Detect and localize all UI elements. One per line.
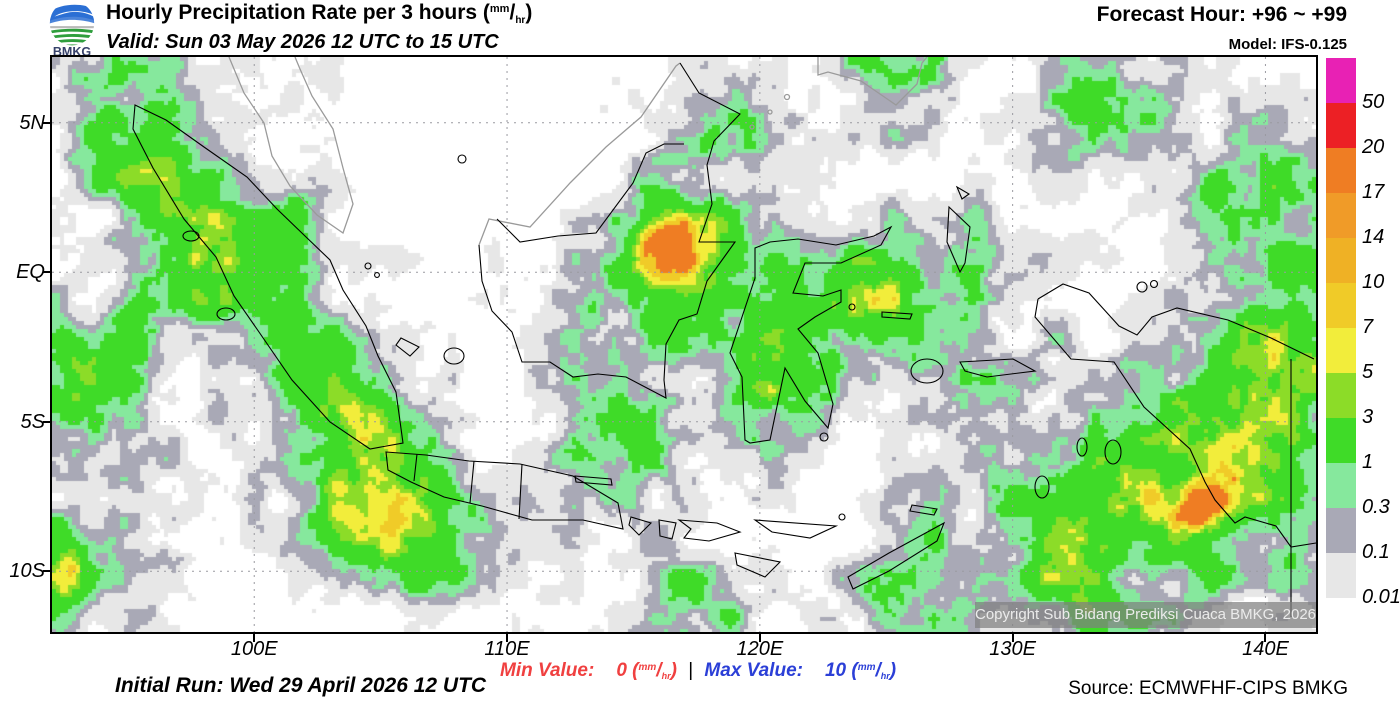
x-axis-label: 110E — [484, 638, 530, 660]
minmax-separator: | — [688, 660, 694, 681]
precipitation-map: Copyright Sub Bidang Prediksi Cuaca BMKG… — [50, 55, 1318, 634]
y-axis-tick — [43, 271, 51, 274]
colorbar-swatch — [1326, 58, 1356, 103]
graticule-gridlines — [52, 57, 1316, 632]
bmkg-logo-text: BMKG — [53, 45, 91, 57]
colorbar-swatch — [1326, 418, 1356, 463]
y-axis-label: 10S — [9, 560, 45, 583]
colorbar-swatch — [1326, 373, 1356, 418]
colorbar-label: 0.1 — [1362, 541, 1390, 563]
max-value: Max Value: 10 (mm/hr) — [704, 660, 897, 681]
page-title: Hourly Precipitation Rate per 3 hours (m… — [106, 1, 533, 26]
initial-run-label: Initial Run: Wed 29 April 2026 12 UTC — [115, 674, 487, 697]
colorbar-label: 0.3 — [1362, 496, 1390, 518]
x-axis-label: 100E — [230, 638, 278, 660]
x-axis-label: 130E — [989, 638, 1036, 660]
coastlines — [132, 62, 1316, 617]
x-axis-tick — [758, 634, 761, 642]
x-axis-tick — [1011, 634, 1014, 642]
y-axis-tick — [43, 420, 51, 423]
bmkg-logo: BMKG — [49, 1, 95, 57]
min-value: Min Value: 0 (mm/hr) — [500, 660, 677, 681]
colorbar-label: 10 — [1362, 271, 1385, 293]
y-axis-label: EQ — [16, 261, 45, 284]
y-axis-label: 5S — [20, 410, 45, 433]
minmax-values: Min Value: 0 (mm/hr) | Max Value: 10 (mm/h… — [500, 660, 896, 682]
y-axis-tick — [43, 570, 51, 573]
model-label: Model: IFS-0.125 — [1228, 36, 1347, 53]
forecast-hour-label: Forecast Hour: +96 ~ +99 — [1096, 3, 1347, 26]
colorbar-swatch — [1326, 508, 1356, 553]
colorbar-swatch — [1326, 103, 1356, 148]
colorbar-label: 3 — [1362, 406, 1374, 428]
map-overlay — [52, 57, 1316, 632]
bmkg-logo-globe — [49, 1, 95, 46]
x-axis-tick — [253, 634, 256, 642]
copyright-bar: Copyright Sub Bidang Prediksi Cuaca BMKG… — [975, 602, 1316, 628]
precipitation-raster — [52, 57, 1316, 632]
colorbar-swatch — [1326, 553, 1356, 598]
x-axis-tick — [1264, 634, 1267, 642]
colorbar-label: 0.01 — [1362, 586, 1400, 608]
colorbar-label: 7 — [1362, 316, 1374, 338]
y-axis-label: 5N — [19, 111, 45, 134]
x-axis-label: 140E — [1242, 638, 1289, 660]
y-axis-tick — [43, 121, 51, 124]
header-right: Forecast Hour: +96 ~ +99 Model: IFS-0.12… — [1097, 3, 1347, 53]
foreign-coastlines — [228, 57, 928, 246]
precipitation-colorbar — [1326, 58, 1356, 598]
colorbar-swatch — [1326, 328, 1356, 373]
colorbar-label: 1 — [1362, 451, 1374, 473]
title-block: Hourly Precipitation Rate per 3 hours (m… — [106, 1, 532, 54]
unit-numerator: mm — [489, 3, 510, 15]
valid-time-line: Valid: Sun 03 May 2026 12 UTC to 15 UTC — [106, 31, 499, 53]
colorbar-label: 17 — [1362, 181, 1385, 203]
colorbar-swatch — [1326, 283, 1356, 328]
x-axis-tick — [506, 634, 509, 642]
x-axis-label: 120E — [736, 638, 784, 660]
colorbar-swatch — [1326, 148, 1356, 193]
colorbar-swatch — [1326, 193, 1356, 238]
colorbar-label: 20 — [1362, 136, 1385, 158]
colorbar-label: 14 — [1362, 226, 1385, 248]
unit-denominator: hr — [515, 15, 526, 26]
source-label: Source: ECMWFHF-CIPS BMKG — [1068, 678, 1348, 699]
colorbar-label: 5 — [1362, 361, 1374, 383]
colorbar-swatch — [1326, 463, 1356, 508]
colorbar-label: 50 — [1362, 91, 1385, 113]
colorbar-swatch — [1326, 238, 1356, 283]
